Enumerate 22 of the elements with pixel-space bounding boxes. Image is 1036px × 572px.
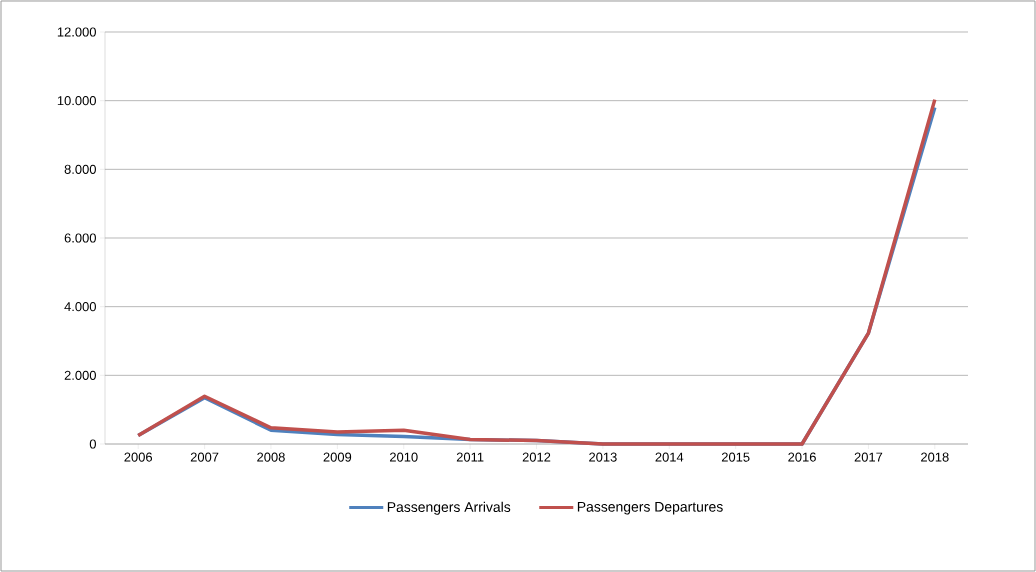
- x-tick-label: 2006: [124, 452, 153, 462]
- x-tick-label: 2010: [389, 452, 418, 462]
- x-tick-label: 2009: [323, 452, 352, 462]
- x-tick-label: 2012: [522, 452, 551, 462]
- x-tick-label: 2007: [190, 452, 219, 462]
- x-tick-label: 2018: [921, 452, 949, 462]
- x-tick-label: 2016: [788, 452, 816, 462]
- x-tick-label: 2015: [721, 452, 750, 462]
- y-tick-label: 0: [89, 439, 96, 449]
- legend-label: Passengers Departures: [577, 502, 723, 515]
- x-tick-label: 2008: [257, 452, 285, 462]
- x-tick-label: 2014: [655, 452, 684, 462]
- x-tick-label: 2011: [456, 452, 484, 462]
- y-tick-label: 4.000: [64, 302, 96, 312]
- y-tick-label: 6.000: [64, 233, 96, 243]
- y-tick-label: 8.000: [64, 164, 96, 174]
- y-tick-label: 10.000: [57, 96, 96, 106]
- y-tick-label: 12.000: [57, 27, 96, 37]
- y-tick-label: 2.000: [64, 370, 96, 380]
- legend-label: Passengers Arrivals: [387, 501, 511, 515]
- x-tick-label: 2013: [589, 452, 617, 462]
- x-tick-label: 2017: [854, 452, 883, 462]
